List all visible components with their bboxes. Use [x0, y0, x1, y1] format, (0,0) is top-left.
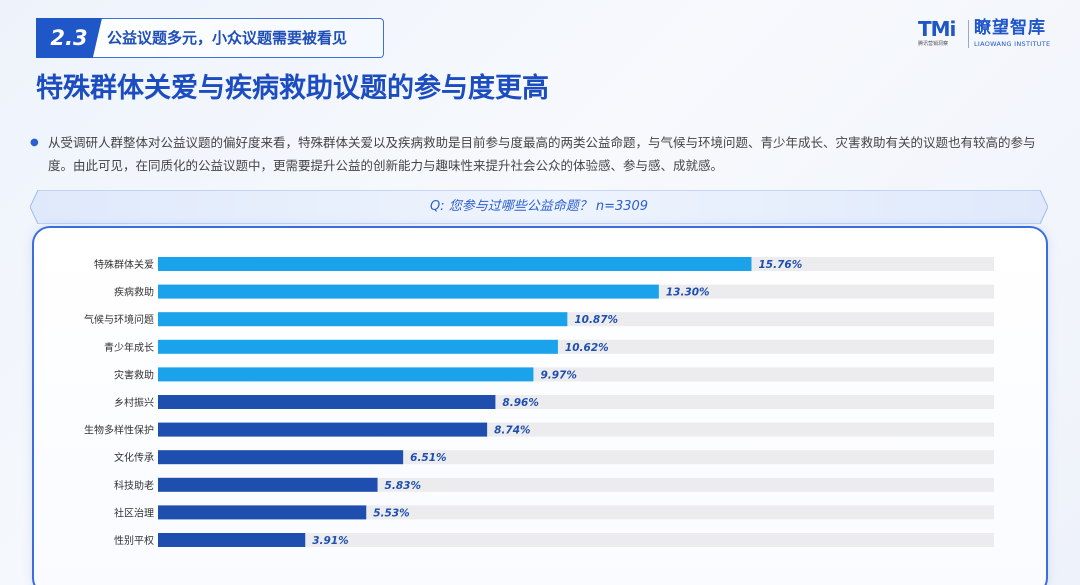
section-number: 2.3 [36, 18, 102, 58]
bar-6 [158, 422, 488, 437]
bar-4 [158, 367, 534, 382]
value-label-4: 9.97% [540, 369, 576, 381]
category-label-6: 生物多样性保护 [84, 424, 154, 437]
tmi-logo-subtext: 腾讯营销洞察 [918, 41, 949, 47]
bullet-icon: ● [30, 137, 39, 148]
category-label-9: 社区治理 [114, 506, 154, 519]
bar-chart: 特殊群体关爱 15.76% 疾病救助 13.30% 气候与环境问题 10.87% 青少年成长… [84, 257, 994, 547]
tmi-logo: TMi 腾讯营销洞察 [918, 18, 962, 50]
bar-8 [158, 477, 378, 492]
value-label-8: 5.83% [385, 480, 421, 492]
category-label-4: 灾害救助 [114, 368, 154, 381]
value-label-0: 15.76% [758, 259, 802, 271]
value-label-2: 10.87% [574, 314, 618, 326]
category-label-2: 气候与环境问题 [84, 313, 154, 326]
description-text: 从受调研人群整体对公益议题的偏好度来看，特殊群体关爱以及疾病救助是目前参与度最高… [48, 135, 1036, 173]
category-label-5: 乡村振兴 [114, 396, 154, 409]
value-label-6: 8.74% [494, 425, 530, 437]
bar-track-9 [158, 505, 994, 520]
value-label-10: 3.91% [312, 535, 348, 547]
bar-7 [158, 450, 404, 465]
question-banner-shape [30, 190, 1048, 224]
tmi-logo-text: TMi [918, 17, 956, 41]
category-label-0: 特殊群体关爱 [94, 258, 154, 271]
bar-0 [158, 257, 752, 271]
liaowang-logo-cn: 瞭望智库 [974, 18, 1046, 38]
bar-10 [158, 533, 306, 547]
section-badge: 2.3 公益议题多元，小众议题需要被看见 [36, 18, 384, 58]
description: ● 从受调研人群整体对公益议题的偏好度来看，特殊群体关爱以及疾病救助是目前参与度… [30, 131, 1060, 177]
bar-9 [158, 505, 367, 520]
question-banner: Q: 您参与过哪些公益命题？ n=3309 [30, 190, 1048, 224]
value-label-7: 6.51% [410, 452, 446, 464]
bar-track-10 [158, 533, 994, 547]
question-text: Q: 您参与过哪些公益命题？ n=3309 [429, 199, 649, 214]
category-label-10: 性别平权 [114, 534, 154, 547]
logo-divider [968, 20, 969, 48]
bar-2 [158, 312, 568, 327]
value-label-5: 8.96% [502, 397, 538, 409]
chart-panel: 特殊群体关爱 15.76% 疾病救助 13.30% 气候与环境问题 10.87% 青少年成长… [32, 226, 1048, 585]
category-label-1: 疾病救助 [114, 286, 154, 299]
value-label-3: 10.62% [565, 342, 609, 354]
bar-3 [158, 339, 558, 354]
section-title: 公益议题多元，小众议题需要被看见 [107, 29, 348, 47]
value-label-9: 5.53% [373, 507, 409, 519]
bar-1 [158, 284, 659, 299]
liaowang-logo-en: LIAOWANG INSTITUTE [974, 40, 1051, 48]
liaowang-logo: 瞭望智库 LIAOWANG INSTITUTE [974, 17, 1054, 49]
category-label-7: 文化传承 [114, 451, 154, 464]
bar-5 [158, 395, 496, 409]
category-label-3: 青少年成长 [104, 341, 154, 354]
category-label-8: 科技助老 [114, 479, 154, 492]
value-label-1: 13.30% [666, 287, 710, 299]
page-title: 特殊群体关爱与疾病救助议题的参与度更高 [36, 73, 549, 104]
